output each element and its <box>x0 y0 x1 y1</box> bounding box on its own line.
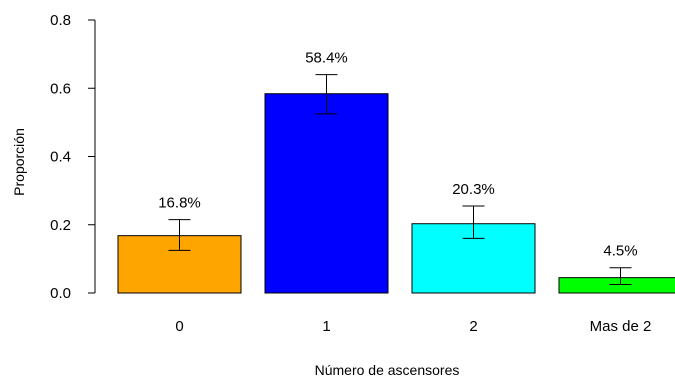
bar <box>558 277 675 294</box>
x-tick-label: 0 <box>175 318 183 335</box>
bar <box>264 93 389 294</box>
x-tick-label: 2 <box>469 318 477 335</box>
error-bar <box>315 74 338 115</box>
error-bars <box>168 74 632 285</box>
y-axis-title: Proporción <box>11 128 27 196</box>
x-tick-labels: 0 1 2 Mas de 2 <box>175 318 651 335</box>
value-label: 58.4% <box>305 50 348 67</box>
error-bar <box>168 219 191 251</box>
y-tick-label: 0.8 <box>50 12 71 29</box>
y-tick-label: 0.0 <box>50 285 71 302</box>
y-tick-label: 0.4 <box>50 149 71 166</box>
x-tick-label: 1 <box>322 318 330 335</box>
y-tick-label: 0.2 <box>50 217 71 234</box>
value-label: 20.3% <box>452 181 495 198</box>
error-bar <box>609 267 632 285</box>
value-label: 4.5% <box>603 243 637 260</box>
y-tick-label: 0.6 <box>50 80 71 97</box>
error-bar <box>462 205 485 239</box>
y-axis: 0.0 0.2 0.4 0.6 0.8 <box>50 12 96 302</box>
bars <box>117 93 675 294</box>
value-label: 16.8% <box>158 195 201 212</box>
x-tick-label: Mas de 2 <box>590 318 652 335</box>
x-axis-title: Número de ascensores <box>315 362 460 378</box>
value-labels: 16.8% 58.4% 20.3% 4.5% <box>158 50 637 260</box>
